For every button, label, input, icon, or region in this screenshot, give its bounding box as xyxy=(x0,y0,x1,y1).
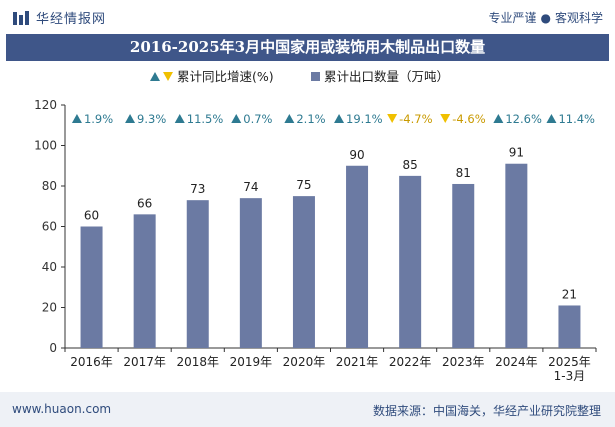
footer-website: www.huaon.com xyxy=(12,402,112,416)
bar-value-label: 73 xyxy=(190,182,205,196)
legend-growth-label: 累计同比增速(%) xyxy=(177,69,274,84)
legend-down-arrow-icon xyxy=(163,72,173,81)
x-tick-label: 2017年 xyxy=(123,355,166,369)
up-arrow-icon xyxy=(71,114,82,123)
y-tick-label: 100 xyxy=(34,139,57,153)
tagline-right: 客观科学 xyxy=(554,11,603,25)
x-tick-label: 1-3月 xyxy=(554,369,586,383)
tagline-separator: ● xyxy=(540,11,551,25)
bar-value-label: 90 xyxy=(349,148,364,162)
top-bar: 华经情报网 专业严谨 ● 客观科学 xyxy=(0,0,615,34)
bar xyxy=(239,198,262,348)
bar-value-label: 91 xyxy=(509,146,524,160)
brand-name: 华经情报网 xyxy=(36,12,107,27)
bar xyxy=(292,196,315,348)
up-arrow-icon xyxy=(284,114,295,123)
bar xyxy=(505,163,528,348)
bar xyxy=(133,214,156,348)
brand: 华经情报网 xyxy=(12,8,106,27)
x-tick-label: 2022年 xyxy=(389,355,432,369)
chart-title: 2016-2025年3月中国家用或装饰用木制品出口数量 xyxy=(6,34,609,61)
up-arrow-icon xyxy=(546,114,557,123)
x-tick-label: 2021年 xyxy=(336,355,379,369)
x-tick-label: 2020年 xyxy=(283,355,326,369)
bar-value-label: 66 xyxy=(137,196,152,210)
footer: www.huaon.com 数据来源：中国海关，华经产业研究院整理 xyxy=(0,392,615,427)
up-arrow-icon xyxy=(334,114,345,123)
y-tick-label: 120 xyxy=(34,98,57,112)
x-tick-label: 2016年 xyxy=(70,355,113,369)
footer-source: 数据来源：中国海关，华经产业研究院整理 xyxy=(372,404,601,418)
growth-rate-label: 11.4% xyxy=(558,112,595,126)
growth-rate-label: 0.7% xyxy=(243,112,272,126)
bar-value-label: 85 xyxy=(403,158,418,172)
legend-bar-label: 累计出口数量（万吨） xyxy=(324,69,449,84)
up-arrow-icon xyxy=(125,114,136,123)
y-tick-label: 60 xyxy=(42,220,57,234)
up-arrow-icon xyxy=(174,114,185,123)
bar-value-label: 60 xyxy=(84,209,99,223)
growth-rate-label: 19.1% xyxy=(346,112,383,126)
down-arrow-icon xyxy=(440,114,451,123)
bar-value-label: 75 xyxy=(296,178,311,192)
bar xyxy=(558,305,581,348)
tagline-left: 专业严谨 xyxy=(488,11,537,25)
growth-rate-label: -4.6% xyxy=(452,112,485,126)
bar xyxy=(186,200,209,348)
up-arrow-icon xyxy=(493,114,504,123)
y-tick-label: 40 xyxy=(42,260,57,274)
x-tick-label: 2024年 xyxy=(495,355,538,369)
down-arrow-icon xyxy=(387,114,398,123)
growth-rate-label: 1.9% xyxy=(84,112,113,126)
bar xyxy=(452,183,475,348)
legend-bar-swatch xyxy=(311,72,320,81)
bar-value-label: 74 xyxy=(243,180,258,194)
huajing-logo-icon xyxy=(13,10,29,25)
y-tick-label: 80 xyxy=(42,179,57,193)
bar xyxy=(346,165,369,348)
bar-value-label: 21 xyxy=(562,287,577,301)
x-tick-label: 2025年 xyxy=(548,355,591,369)
x-tick-label: 2023年 xyxy=(442,355,485,369)
up-arrow-icon xyxy=(231,114,242,123)
y-tick-label: 0 xyxy=(49,341,57,355)
growth-rate-label: 9.3% xyxy=(137,112,166,126)
bar-value-label: 81 xyxy=(456,166,471,180)
y-tick-label: 20 xyxy=(42,301,57,315)
x-tick-label: 2018年 xyxy=(176,355,219,369)
legend-up-arrow-icon xyxy=(150,72,160,81)
growth-rate-label: -4.7% xyxy=(399,112,432,126)
bar xyxy=(399,175,422,348)
bar xyxy=(80,226,103,348)
bar-chart: 0 20 40 60 80 100 120 60 2016年 1.9% 66 2017年 9.3% 73 2… xyxy=(34,69,597,383)
tagline: 专业严谨 ● 客观科学 xyxy=(488,9,603,26)
growth-rate-label: 11.5% xyxy=(187,112,224,126)
growth-rate-label: 2.1% xyxy=(296,112,325,126)
growth-rate-label: 12.6% xyxy=(505,112,542,126)
x-tick-label: 2019年 xyxy=(230,355,273,369)
